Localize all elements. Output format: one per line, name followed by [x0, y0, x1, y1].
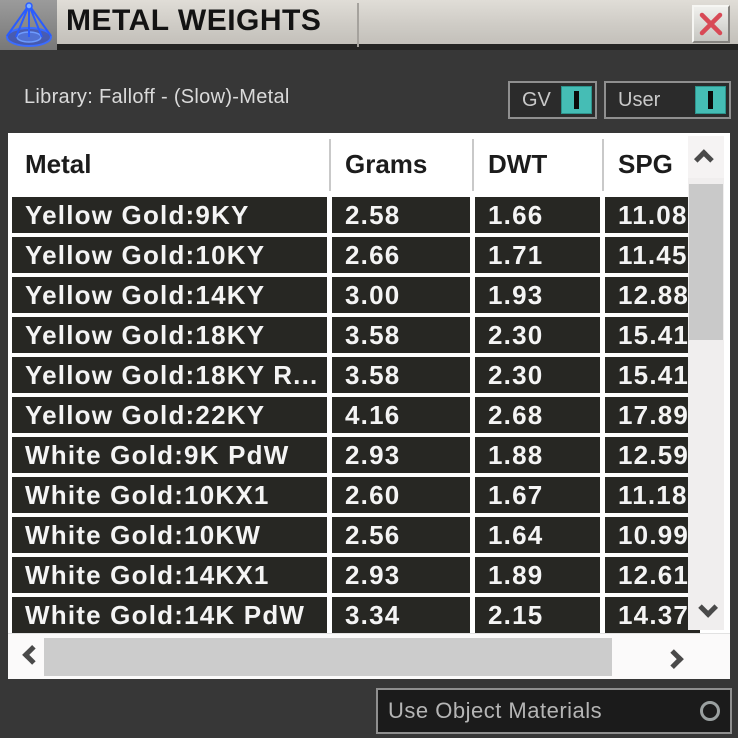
- table-cell-dwt[interactable]: 1.66: [475, 197, 600, 233]
- scroll-left-button[interactable]: [14, 634, 46, 680]
- table-cell-grams[interactable]: 2.66: [332, 237, 470, 273]
- chevron-left-icon: [22, 644, 43, 665]
- scroll-down-button[interactable]: [688, 590, 724, 630]
- column-header-metal: Metal: [12, 137, 331, 193]
- table-cell-dwt[interactable]: 1.67: [475, 477, 600, 513]
- dropdown-selected-value: Use Object Materials: [388, 698, 603, 723]
- chevron-right-icon: [663, 649, 684, 670]
- table-cell-spg[interactable]: 11.08: [605, 197, 700, 233]
- user-toggle-indicator: [695, 86, 726, 114]
- scroll-up-button[interactable]: [688, 136, 724, 178]
- vertical-scrollbar-thumb[interactable]: [689, 184, 723, 340]
- table-cell-grams[interactable]: 2.60: [332, 477, 470, 513]
- chevron-up-icon: [693, 149, 714, 170]
- table-cell-metal[interactable]: White Gold:10KX1: [12, 477, 327, 513]
- table-cell-spg[interactable]: 14.37: [605, 597, 700, 633]
- scroll-right-button[interactable]: [660, 634, 692, 680]
- window-title: METAL WEIGHTS: [66, 4, 322, 37]
- close-button[interactable]: [692, 5, 730, 43]
- table-cell-metal[interactable]: Yellow Gold:18KY: [12, 317, 327, 353]
- table-cell-spg[interactable]: 17.89: [605, 397, 700, 433]
- table-cell-metal[interactable]: Yellow Gold:9KY: [12, 197, 327, 233]
- table-cell-spg[interactable]: 12.61: [605, 557, 700, 593]
- scale-app-icon: [0, 0, 57, 50]
- table-cell-spg[interactable]: 15.41: [605, 317, 700, 353]
- table-cell-grams[interactable]: 3.34: [332, 597, 470, 633]
- table-cell-spg[interactable]: 11.18: [605, 477, 700, 513]
- vertical-scrollbar[interactable]: [688, 136, 724, 630]
- use-object-materials-dropdown[interactable]: Use Object Materials: [376, 688, 732, 734]
- table-cell-spg[interactable]: 12.88: [605, 277, 700, 313]
- table-cell-dwt[interactable]: 2.30: [475, 317, 600, 353]
- table-cell-grams[interactable]: 2.93: [332, 557, 470, 593]
- table-cell-dwt[interactable]: 2.68: [475, 397, 600, 433]
- table-grid: Metal Grams DWT SPG Yellow Gold:9KY 2.58 1…: [12, 137, 700, 633]
- table-cell-grams[interactable]: 3.58: [332, 317, 470, 353]
- chevron-down-icon: [698, 597, 719, 618]
- gv-toggle-label: GV: [522, 88, 551, 111]
- table-cell-grams[interactable]: 2.58: [332, 197, 470, 233]
- table-cell-grams[interactable]: 4.16: [332, 397, 470, 433]
- library-label: Library: Falloff - (Slow)-Metal: [24, 86, 290, 108]
- table-cell-spg[interactable]: 11.45: [605, 237, 700, 273]
- dropdown-button[interactable]: [693, 692, 727, 730]
- table-cell-grams[interactable]: 2.93: [332, 437, 470, 473]
- table-cell-metal[interactable]: Yellow Gold:10KY: [12, 237, 327, 273]
- table-cell-metal[interactable]: White Gold:10KW: [12, 517, 327, 553]
- user-toggle-label: User: [618, 88, 661, 111]
- table-cell-dwt[interactable]: 1.64: [475, 517, 600, 553]
- circle-icon: [700, 701, 720, 721]
- table-cell-metal[interactable]: Yellow Gold:14KY: [12, 277, 327, 313]
- table-cell-metal[interactable]: Yellow Gold:22KY: [12, 397, 327, 433]
- table-cell-grams[interactable]: 2.56: [332, 517, 470, 553]
- table-cell-metal[interactable]: White Gold:14K PdW: [12, 597, 327, 633]
- column-header-spg: SPG: [605, 137, 700, 193]
- table-cell-metal[interactable]: Yellow Gold:18KY R...: [12, 357, 327, 393]
- table-cell-dwt[interactable]: 1.88: [475, 437, 600, 473]
- column-header-dwt: DWT: [475, 137, 604, 193]
- table-cell-spg[interactable]: 10.99: [605, 517, 700, 553]
- table-cell-metal[interactable]: White Gold:9K PdW: [12, 437, 327, 473]
- horizontal-scrollbar-thumb[interactable]: [44, 638, 612, 676]
- titlebar: METAL WEIGHTS: [0, 0, 738, 50]
- table-cell-dwt[interactable]: 2.30: [475, 357, 600, 393]
- gv-toggle-indicator: [561, 86, 592, 114]
- blue-scale-icon: [5, 2, 52, 47]
- toggle-on-bar-icon: [708, 91, 713, 109]
- table-cell-grams[interactable]: 3.58: [332, 357, 470, 393]
- table-cell-dwt[interactable]: 1.71: [475, 237, 600, 273]
- titlebar-divider: [357, 3, 359, 47]
- table-cell-dwt[interactable]: 1.93: [475, 277, 600, 313]
- table-cell-spg[interactable]: 12.59: [605, 437, 700, 473]
- table-cell-dwt[interactable]: 1.89: [475, 557, 600, 593]
- table-cell-dwt[interactable]: 2.15: [475, 597, 600, 633]
- table-cell-spg[interactable]: 15.41: [605, 357, 700, 393]
- table-cell-metal[interactable]: White Gold:14KX1: [12, 557, 327, 593]
- column-header-grams: Grams: [332, 137, 474, 193]
- gv-toggle[interactable]: GV: [508, 81, 597, 119]
- metal-weights-table: Metal Grams DWT SPG Yellow Gold:9KY 2.58 1…: [8, 133, 730, 679]
- user-toggle[interactable]: User: [604, 81, 731, 119]
- horizontal-scrollbar[interactable]: [8, 633, 730, 679]
- table-cell-grams[interactable]: 3.00: [332, 277, 470, 313]
- close-x-icon: [699, 12, 723, 36]
- toggle-on-bar-icon: [574, 91, 579, 109]
